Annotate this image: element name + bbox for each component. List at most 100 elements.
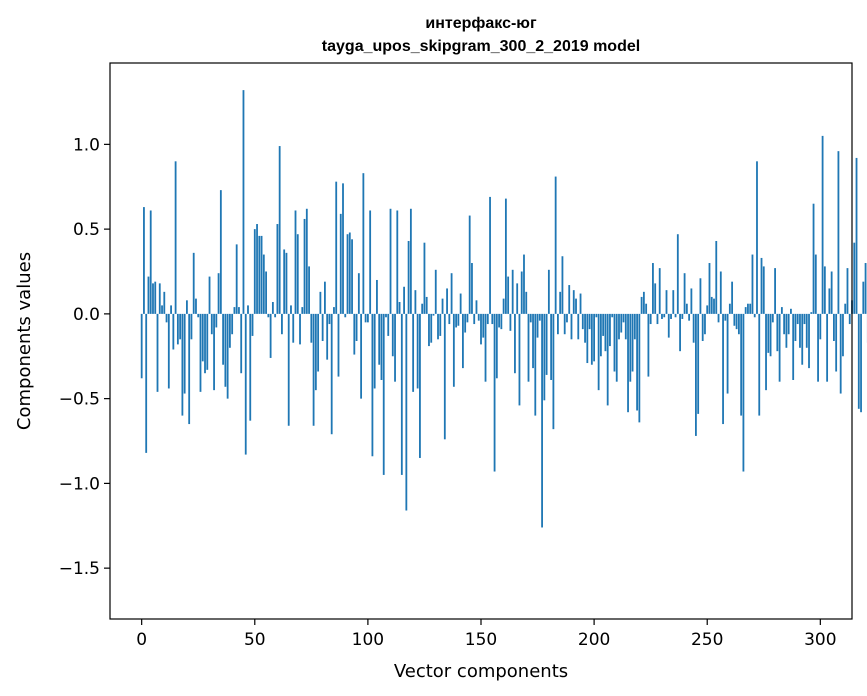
bar-275: [762, 266, 765, 314]
bar-15: [174, 161, 177, 314]
bar-32: [213, 313, 215, 391]
bar-77: [314, 313, 317, 391]
x-tick-label: 100: [352, 630, 384, 650]
bar-27: [201, 313, 204, 362]
bar-51: [256, 224, 258, 314]
bar-230: [661, 313, 663, 319]
bar-291: [799, 313, 801, 348]
bar-110: [389, 208, 392, 314]
bar-310: [842, 313, 844, 357]
bar-118: [407, 240, 410, 314]
bar-146: [471, 263, 473, 314]
bar-176: [538, 313, 541, 321]
bar-86: [335, 181, 338, 314]
bar-5: [152, 283, 154, 314]
bar-142: [462, 313, 464, 369]
bar-308: [837, 151, 840, 314]
bar-106: [380, 313, 383, 380]
bar-12: [167, 313, 170, 389]
bar-300: [819, 313, 822, 340]
chart-subtitle: tayga_upos_skipgram_300_2_2019 model: [322, 38, 640, 55]
bar-170: [525, 291, 528, 314]
bar-208: [611, 313, 614, 318]
bar-166: [516, 283, 519, 314]
bar-36: [222, 313, 225, 365]
bar-180: [547, 269, 550, 314]
bar-251: [708, 263, 711, 314]
bar-127: [428, 313, 430, 347]
bar-85: [333, 307, 335, 314]
bar-241: [685, 303, 688, 314]
bar-53: [260, 235, 263, 314]
bar-154: [489, 196, 491, 314]
bar-236: [674, 313, 677, 318]
bar-30: [208, 276, 211, 314]
bar-231: [663, 313, 666, 318]
bar-88: [339, 213, 342, 314]
bar-189: [568, 285, 571, 314]
bar-290: [796, 313, 799, 325]
bar-109: [387, 313, 390, 336]
bar-113: [396, 210, 399, 314]
bar-108: [385, 313, 387, 318]
bar-207: [609, 313, 611, 347]
bar-81: [324, 281, 326, 314]
bar-135: [446, 288, 448, 314]
bar-149: [477, 313, 480, 321]
bar-191: [572, 290, 575, 314]
bar-90: [344, 313, 347, 318]
bar-318: [860, 313, 862, 413]
bar-229: [658, 268, 661, 314]
bar-167: [518, 313, 521, 406]
bar-269: [749, 303, 752, 314]
bar-232: [665, 290, 668, 314]
bar-320: [864, 263, 867, 314]
bar-138: [452, 313, 455, 387]
bar-52: [258, 235, 261, 314]
bar-115: [400, 313, 403, 475]
x-tick-label: 300: [804, 630, 836, 650]
bar-253: [713, 298, 715, 314]
bar-50: [253, 229, 256, 314]
y-tick-label: −1.0: [59, 474, 100, 494]
bar-78: [317, 313, 320, 372]
bar-153: [486, 313, 489, 325]
bar-103: [373, 313, 376, 389]
bar-288: [792, 313, 795, 380]
bar-211: [618, 313, 620, 340]
bar-261: [731, 281, 734, 314]
bar-319: [862, 281, 865, 314]
bar-84: [330, 313, 333, 435]
x-axis-ticks: 0 50 100 150 200 250 300: [136, 619, 837, 650]
bar-124: [421, 303, 424, 314]
bar-257: [722, 313, 724, 425]
bar-147: [473, 313, 476, 325]
bar-303: [826, 313, 829, 382]
bar-67: [292, 313, 295, 343]
bar-175: [536, 313, 539, 338]
bar-132: [439, 313, 442, 336]
x-tick-label: 0: [136, 630, 147, 650]
bar-221: [640, 296, 643, 314]
bar-144: [466, 313, 469, 323]
bar-280: [774, 268, 776, 314]
bar-43: [238, 307, 240, 314]
bar-214: [624, 313, 627, 340]
bar-267: [744, 307, 747, 314]
bar-68: [294, 210, 297, 314]
bar-129: [432, 313, 435, 316]
bar-283: [780, 307, 783, 314]
x-tick-label: 200: [578, 630, 610, 650]
bar-152: [484, 313, 487, 382]
bar-65: [287, 313, 290, 426]
bar-161: [504, 198, 507, 314]
bar-82: [326, 313, 329, 360]
bar-3: [147, 276, 150, 314]
bar-100: [366, 313, 369, 323]
bar-293: [803, 313, 806, 325]
bar-9: [161, 305, 163, 314]
bar-56: [267, 313, 270, 318]
bar-202: [597, 313, 600, 391]
bar-80: [321, 313, 324, 341]
